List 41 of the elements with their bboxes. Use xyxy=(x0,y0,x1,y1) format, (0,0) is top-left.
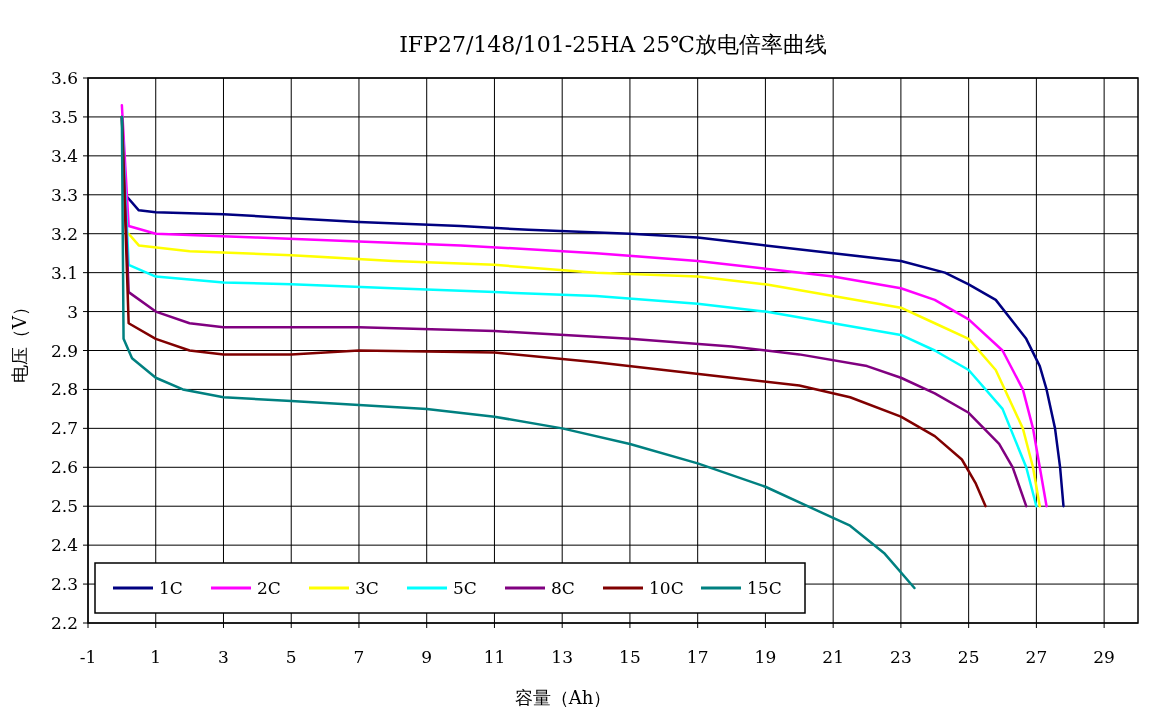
x-tick-label: 5 xyxy=(285,647,297,667)
x-tick-label: 15 xyxy=(619,647,641,667)
x-tick-label: 1 xyxy=(150,647,162,667)
y-tick-label: 2.9 xyxy=(50,340,78,361)
y-tick-label: 2.2 xyxy=(50,613,78,633)
x-tick-label: 25 xyxy=(957,647,980,667)
legend-label: 8C xyxy=(551,578,575,598)
y-tick-label: 3.3 xyxy=(50,184,78,205)
x-tick-label: 17 xyxy=(686,647,709,667)
x-tick-label: 3 xyxy=(218,647,229,667)
y-tick-label: 2.5 xyxy=(50,496,78,517)
y-tick-label: 2.6 xyxy=(50,457,78,478)
x-tick-label: 9 xyxy=(421,647,433,667)
x-tick-label: 23 xyxy=(890,647,912,667)
y-tick-label: 3.2 xyxy=(50,223,78,244)
x-tick-label: 19 xyxy=(754,647,777,667)
x-tick-label: 27 xyxy=(1025,647,1048,667)
y-tick-label: 2.8 xyxy=(50,379,78,400)
legend-label: 15C xyxy=(747,578,782,598)
legend-label: 10C xyxy=(649,578,684,598)
y-tick-label: 3.6 xyxy=(50,68,78,88)
x-tick-label: 29 xyxy=(1093,647,1115,667)
y-tick-label: 3.4 xyxy=(50,145,78,166)
y-tick-label: 2.4 xyxy=(50,535,78,556)
y-tick-label: 3 xyxy=(67,301,78,322)
y-tick-label: 3.1 xyxy=(50,262,78,283)
x-tick-label: 11 xyxy=(483,647,506,667)
x-axis-title: 容量（Ah） xyxy=(514,687,612,708)
x-tick-label: 7 xyxy=(353,647,365,667)
y-axis-title: 电压（V） xyxy=(9,298,30,383)
legend-label: 3C xyxy=(355,578,379,598)
legend-label: 1C xyxy=(159,578,183,598)
y-tick-label: 2.7 xyxy=(50,418,78,439)
x-tick-label: 21 xyxy=(822,647,844,667)
chart-title: IFP27/148/101-25HA 25℃放电倍率曲线 xyxy=(399,32,827,57)
x-tick-label: -1 xyxy=(79,647,97,667)
y-tick-label: 3.5 xyxy=(50,106,78,127)
legend-label: 2C xyxy=(257,578,281,598)
y-tick-label: 2.3 xyxy=(50,574,78,595)
x-tick-label: 13 xyxy=(551,647,574,667)
legend-label: 5C xyxy=(453,578,477,598)
